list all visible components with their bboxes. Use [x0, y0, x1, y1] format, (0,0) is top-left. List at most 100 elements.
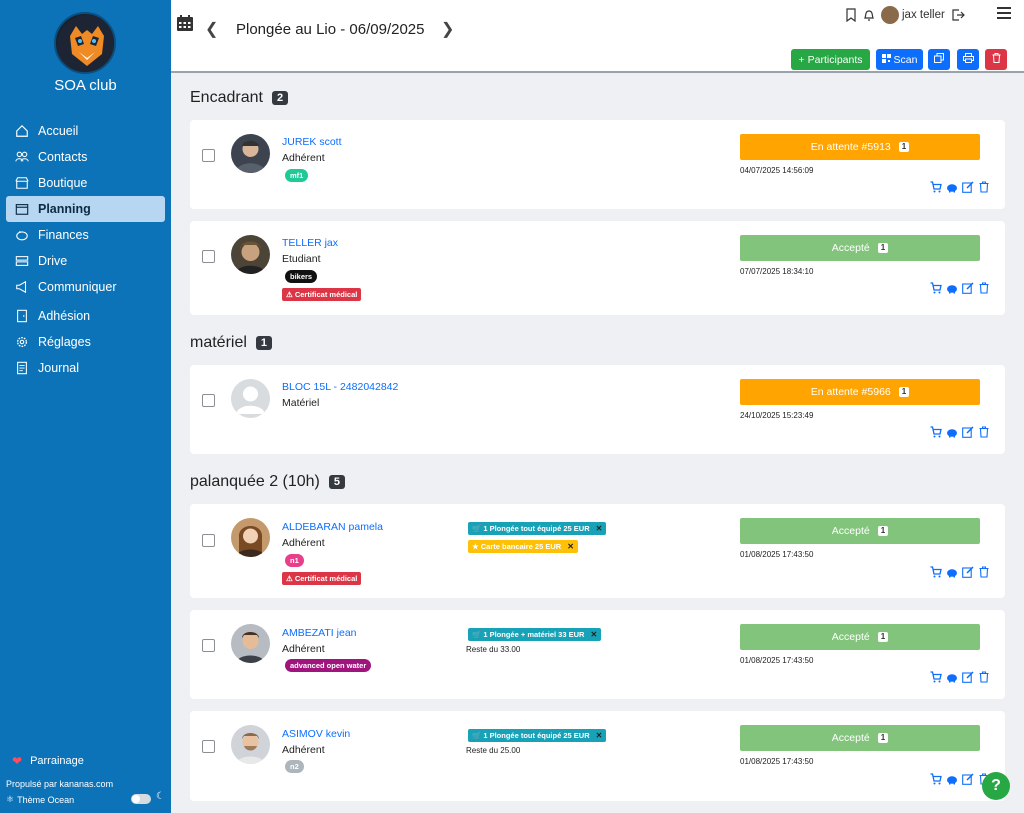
avatar-placeholder[interactable]: [231, 379, 270, 418]
participant-name[interactable]: AMBEZATI jean: [282, 627, 357, 639]
purchase-badge[interactable]: 🛒 1 Plongée tout équipé 25 EUR ✕: [468, 729, 607, 742]
section-title-text: Encadrant: [190, 89, 263, 106]
sidebar-item-drive[interactable]: Drive: [6, 248, 165, 274]
sidebar-item-boutique[interactable]: Boutique: [6, 170, 165, 196]
avatar[interactable]: [231, 624, 270, 663]
help-button[interactable]: ?: [982, 772, 1010, 800]
status-badge[interactable]: Accepté 1: [740, 624, 980, 650]
menu-icon[interactable]: [997, 7, 1011, 22]
status-badge[interactable]: En attente #5966 1: [740, 379, 980, 405]
cart-icon[interactable]: [930, 566, 942, 578]
edit-icon[interactable]: [962, 773, 974, 785]
select-checkbox[interactable]: [202, 639, 215, 652]
trash-icon[interactable]: [978, 426, 990, 438]
sidebar-item-label: Accueil: [38, 124, 79, 138]
theme-selector[interactable]: ⚛ Thème Ocean: [6, 794, 74, 805]
trash-icon[interactable]: [978, 566, 990, 578]
card-icon: ★: [472, 542, 479, 551]
scan-button[interactable]: Scan: [876, 49, 923, 70]
participant-name[interactable]: ASIMOV kevin: [282, 728, 351, 740]
payment-badge[interactable]: ★ Carte bancaire 25 EUR ✕: [468, 540, 578, 553]
participant-name[interactable]: ALDEBARAN pamela: [282, 521, 383, 533]
edit-icon[interactable]: [962, 426, 974, 438]
cart-icon[interactable]: [930, 773, 942, 785]
calendar-icon[interactable]: [176, 14, 194, 32]
bookmark-icon[interactable]: [845, 8, 857, 22]
remove-icon[interactable]: ✕: [595, 524, 603, 533]
trash-icon[interactable]: [978, 282, 990, 294]
add-participants-button[interactable]: + Participants: [791, 49, 870, 70]
status-label: Accepté: [831, 525, 870, 537]
edit-icon[interactable]: [962, 671, 974, 683]
purchase-badge[interactable]: 🛒 1 Plongée + matériel 33 EUR ✕: [468, 628, 602, 641]
print-button[interactable]: [957, 49, 979, 70]
section-title-palanquee: palanquée 2 (10h) 5: [190, 473, 346, 491]
participant-role: Adhérent: [282, 744, 325, 756]
user-avatar[interactable]: [881, 6, 899, 24]
piggy-bank-icon[interactable]: [946, 426, 958, 438]
parrainage-link[interactable]: ❤ Parrainage: [12, 754, 84, 768]
sidebar-item-reglages[interactable]: Réglages: [6, 329, 165, 355]
status-badge[interactable]: Accepté 1: [740, 235, 980, 261]
duplicate-button[interactable]: [928, 49, 950, 70]
status-badge[interactable]: Accepté 1: [740, 725, 980, 751]
select-checkbox[interactable]: [202, 740, 215, 753]
sidebar-item-contacts[interactable]: Contacts: [6, 144, 165, 170]
cart-icon[interactable]: [930, 181, 942, 193]
sidebar-item-finances[interactable]: Finances: [6, 222, 165, 248]
moon-icon: ☾: [156, 791, 165, 802]
avatar[interactable]: [231, 518, 270, 557]
avatar[interactable]: [231, 235, 270, 274]
piggy-bank-icon[interactable]: [946, 181, 958, 193]
sidebar-item-planning[interactable]: Planning: [6, 196, 165, 222]
remove-icon[interactable]: ✕: [567, 542, 574, 551]
equipment-name[interactable]: BLOC 15L - 2482042842: [282, 381, 399, 393]
sidebar-item-label: Drive: [38, 254, 68, 268]
piggy-bank-icon[interactable]: [946, 671, 958, 683]
bell-icon[interactable]: [863, 8, 875, 22]
cart-icon: 🛒: [472, 524, 482, 533]
edit-icon[interactable]: [962, 566, 974, 578]
club-logo[interactable]: [54, 12, 116, 74]
sidebar: SOA club Accueil Contacts Boutique Plann…: [0, 0, 171, 813]
delete-button[interactable]: [985, 49, 1007, 70]
select-checkbox[interactable]: [202, 394, 215, 407]
cart-icon[interactable]: [930, 282, 942, 294]
avatar[interactable]: [231, 134, 270, 173]
sidebar-item-communiquer[interactable]: Communiquer: [6, 274, 165, 300]
status-badge[interactable]: Accepté 1: [740, 518, 980, 544]
action-toolbar: + Participants Scan: [171, 49, 1024, 70]
edit-icon[interactable]: [962, 181, 974, 193]
dark-mode-toggle[interactable]: [131, 794, 151, 804]
remove-icon[interactable]: ✕: [595, 731, 603, 740]
next-arrow-icon[interactable]: ❯: [441, 21, 455, 38]
powered-by[interactable]: Propulsé par kananas.com: [6, 779, 114, 789]
piggy-bank-icon[interactable]: [946, 773, 958, 785]
select-checkbox[interactable]: [202, 534, 215, 547]
cart-icon[interactable]: [930, 671, 942, 683]
sidebar-item-adhesion[interactable]: Adhésion: [6, 303, 165, 329]
trash-icon[interactable]: [978, 181, 990, 193]
sidebar-item-accueil[interactable]: Accueil: [6, 118, 165, 144]
avatar[interactable]: [231, 725, 270, 764]
logout-icon[interactable]: [951, 8, 965, 22]
status-badge[interactable]: En attente #5913 1: [740, 134, 980, 160]
trash-icon[interactable]: [978, 671, 990, 683]
cart-icon[interactable]: [930, 426, 942, 438]
select-checkbox[interactable]: [202, 250, 215, 263]
remove-icon[interactable]: ✕: [590, 630, 598, 639]
previous-arrow-icon[interactable]: ❮: [205, 21, 219, 38]
select-checkbox[interactable]: [202, 149, 215, 162]
participant-name[interactable]: JUREK scott: [282, 136, 342, 148]
equipment-role: Matériel: [282, 397, 320, 409]
piggy-bank-icon[interactable]: [946, 566, 958, 578]
level-badge: n2: [285, 760, 304, 773]
participant-name[interactable]: TELLER jax: [282, 237, 339, 249]
status-count: 1: [877, 733, 889, 743]
piggy-bank-icon[interactable]: [946, 282, 958, 294]
user-name[interactable]: jax teller: [902, 9, 945, 21]
sidebar-item-journal[interactable]: Journal: [6, 355, 165, 381]
purchase-badge[interactable]: 🛒 1 Plongée tout équipé 25 EUR ✕: [468, 522, 607, 535]
copy-icon: [934, 53, 944, 66]
edit-icon[interactable]: [962, 282, 974, 294]
